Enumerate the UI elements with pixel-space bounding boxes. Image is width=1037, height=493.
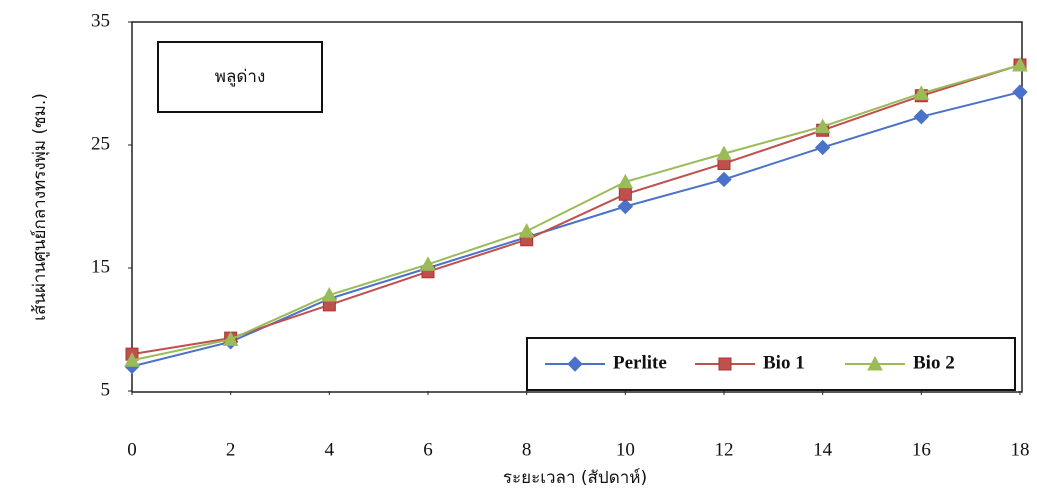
data-point: [321, 287, 338, 302]
data-point: [124, 352, 140, 367]
data-point: [618, 187, 632, 201]
annotation: พลูด่าง: [215, 67, 266, 87]
data-point: [716, 171, 732, 188]
x-tick-label: 0: [127, 439, 137, 460]
x-tick-label: 6: [423, 439, 433, 460]
legend-label: Bio 1: [763, 352, 805, 373]
x-tick-label: 16: [912, 439, 931, 460]
data-point: [222, 331, 239, 346]
plot-frame: [131, 21, 1023, 393]
y-tick-label: 15: [91, 256, 110, 277]
legend-marker: [718, 357, 732, 371]
data-point: [420, 256, 436, 271]
legend-box: [526, 337, 1016, 391]
data-point: [913, 85, 930, 100]
series-line: [131, 91, 1021, 368]
y-tick-label: 35: [91, 10, 110, 31]
data-point: [913, 109, 930, 125]
series-line: [131, 64, 1021, 362]
data-point: [617, 173, 634, 189]
data-point: [814, 118, 831, 134]
x-tick-label: 18: [1011, 439, 1030, 460]
data-point: [716, 145, 732, 161]
series-line: [131, 64, 1021, 356]
data-point: [1012, 56, 1028, 72]
y-axis-label: เส้นผ่านศูนย์กลางทรงพุ่ม (ซม.): [30, 93, 50, 321]
x-tick-label: 12: [715, 439, 734, 460]
y-tick-label: 25: [91, 133, 110, 154]
legend-label: Perlite: [613, 352, 667, 373]
x-tick-label: 10: [616, 439, 635, 460]
legend-marker: [867, 355, 883, 371]
legend-label: Bio 2: [913, 352, 955, 373]
data-point: [1012, 84, 1028, 100]
annotation-box: [157, 41, 323, 113]
x-axis-label: ระยะเวลา (สัปดาห์): [503, 468, 647, 488]
y-tick-label: 5: [101, 379, 111, 400]
x-tick-label: 2: [226, 439, 236, 460]
x-tick-label: 8: [522, 439, 532, 460]
data-point: [814, 139, 831, 156]
data-point: [617, 198, 634, 215]
data-point: [518, 223, 535, 238]
x-tick-label: 14: [813, 439, 833, 460]
legend-marker: [567, 356, 583, 372]
x-tick-label: 4: [325, 439, 335, 460]
